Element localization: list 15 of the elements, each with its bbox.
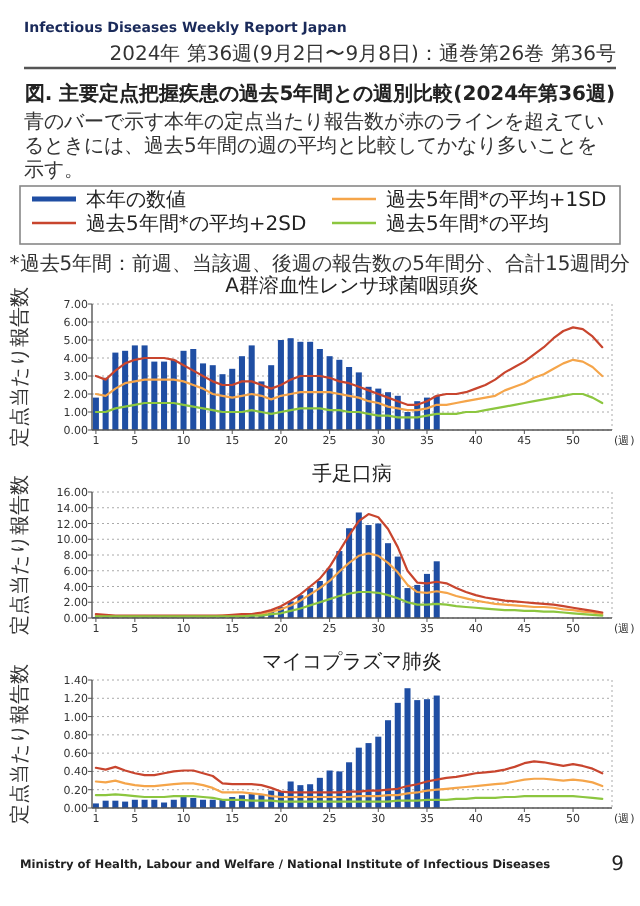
legend-label: 過去5年間*の平均+1SD (386, 188, 607, 212)
legend-label: 過去5年間*の平均+2SD (86, 212, 307, 236)
chart-title: マイコプラズマ肺炎 (262, 650, 442, 674)
legend-label: 本年の数値 (86, 188, 186, 212)
chart-title: 手足口病 (312, 462, 392, 486)
text: 2024年 第36週(9月2日〜9月8日)：通巻第26巻 第36号 (109, 42, 616, 66)
y-axis-title: 定点当たり報告数 (8, 664, 32, 824)
text: *過去5年間：前週、当該週、後週の報告数の5年間分、合計15週間分 (9, 252, 631, 276)
chart-title: A群溶血性レンサ球菌咽頭炎 (225, 274, 479, 298)
text: 9 (611, 854, 624, 876)
text: 図. 主要定点把握疾患の過去5年間との週別比較(2024年第36週) (24, 82, 616, 106)
y-axis-title: 定点当たり報告数 (8, 287, 32, 447)
wrapped-text: 青のバーで示す本年の定点当たり報告数が赤のラインを超えているときには、過去5年間の週の平均と比較してかなり多いことを示す。 (24, 112, 604, 182)
y-axis-title: 定点当たり報告数 (8, 475, 32, 635)
legend-label: 過去5年間*の平均 (386, 212, 549, 236)
